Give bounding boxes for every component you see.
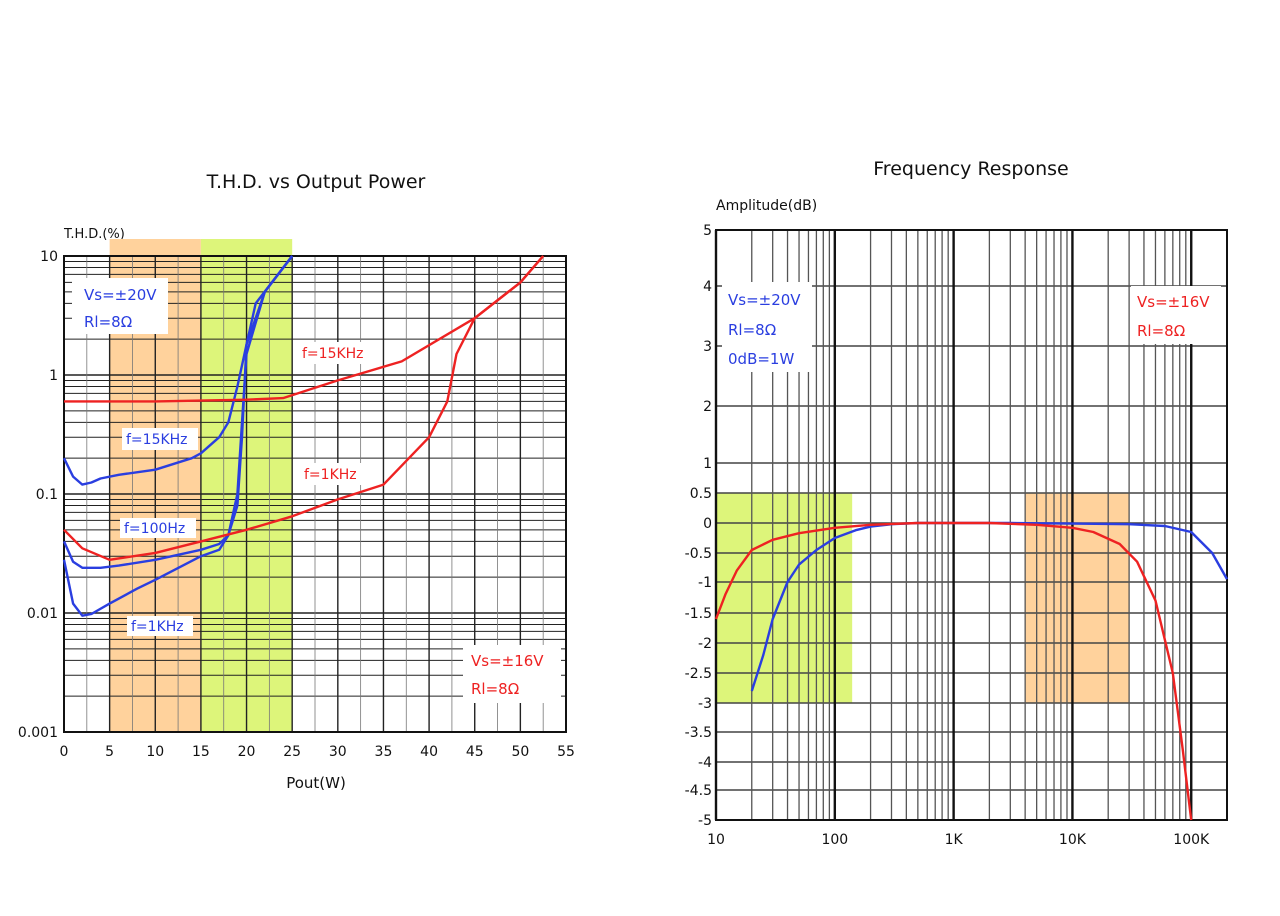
label-bg <box>298 342 372 364</box>
fr-x-tick-label: 1K <box>945 832 964 848</box>
thd-x-tick-label: 10 <box>146 744 164 760</box>
curve-label-1khz-blue: f=1KHz <box>131 619 184 635</box>
thd-x-tick-label: 35 <box>375 744 393 760</box>
fr-legend-rl-red: Rl=8Ω <box>1137 322 1185 340</box>
fr-y-tick-label: 0.5 <box>690 486 712 502</box>
fr-y-tick-label: 3 <box>703 339 712 355</box>
fr-legend-box-20v <box>722 282 812 372</box>
thd-x-tick-label: 0 <box>60 744 69 760</box>
curve-label-15khz-red: f=15KHz <box>302 346 364 362</box>
thd-x-tick-label: 40 <box>420 744 438 760</box>
thd-chart: T.H.D. vs Output Power T.H.D.(%) 0.001 0.… <box>18 171 575 792</box>
curve-label-15khz-blue: f=15KHz <box>126 432 188 448</box>
fr-y-tick-label: -2.5 <box>685 666 712 682</box>
thd-y-tick-label: 1 <box>49 368 58 384</box>
thd-x-tick-label: 50 <box>511 744 529 760</box>
frequency-response-chart: Frequency Response Amplitude(dB) 5 4 3 2 1 0.… <box>685 158 1229 848</box>
thd-legend-rl-blue: Rl=8Ω <box>84 313 132 331</box>
fr-legend-0db: 0dB=1W <box>728 350 794 368</box>
fr-y-tick-label: -4 <box>698 755 712 771</box>
thd-x-axis-label: Pout(W) <box>286 774 346 792</box>
label-bg <box>122 428 198 450</box>
curve-label-1khz-red: f=1KHz <box>304 467 357 483</box>
thd-legend-box-20v <box>72 278 168 334</box>
thd-y-tick-label: 0.01 <box>27 606 58 622</box>
label-bg <box>127 616 193 636</box>
thd-x-tick-label: 20 <box>238 744 256 760</box>
fr-y-tick-label: 4 <box>703 279 712 295</box>
fr-band-0 <box>716 493 853 703</box>
fr-legend-vs16: Vs=±16V <box>1137 293 1210 311</box>
fr-y-tick-label: 5 <box>703 223 712 239</box>
label-bg <box>300 463 364 485</box>
fr-y-tick-label: -1.5 <box>685 606 712 622</box>
curve-label-100hz-blue: f=100Hz <box>124 521 185 537</box>
fr-y-tick-label: -2 <box>698 636 712 652</box>
fr-x-tick-label: 10K <box>1059 832 1087 848</box>
thd-x-tick-label: 5 <box>105 744 114 760</box>
thd-series-line-4 <box>63 255 545 561</box>
fr-series-line-1 <box>714 521 1193 821</box>
fr-chart-title: Frequency Response <box>873 158 1068 180</box>
fr-y-tick-label: -3 <box>698 696 712 712</box>
fr-x-tick-label: 10 <box>707 832 725 848</box>
fr-legend-rl-blue: Rl=8Ω <box>728 321 776 339</box>
thd-x-tick-label: 45 <box>466 744 484 760</box>
thd-legend-vs16: Vs=±16V <box>471 652 544 670</box>
fr-y-tick-label: -0.5 <box>685 546 712 562</box>
fr-x-tick-label: 100K <box>1173 832 1210 848</box>
fr-y-tick-label: -5 <box>698 813 712 829</box>
thd-x-tick-label: 55 <box>557 744 575 760</box>
fr-y-axis-label: Amplitude(dB) <box>716 198 817 214</box>
thd-y-tick-label: 0.001 <box>18 725 58 741</box>
label-bg <box>120 518 196 538</box>
thd-legend-box-16v <box>463 645 561 703</box>
fr-x-tick-label: 100 <box>821 832 848 848</box>
fr-legend-vs20: Vs=±20V <box>728 291 801 309</box>
fr-plot-frame <box>715 229 1228 821</box>
thd-legend-rl-red: Rl=8Ω <box>471 680 519 698</box>
fr-y-tick-label: -4.5 <box>685 783 712 799</box>
fr-y-tick-label: 0 <box>703 516 712 532</box>
thd-plot-frame <box>63 255 567 733</box>
fr-y-tick-label: 1 <box>703 456 712 472</box>
thd-x-tick-label: 15 <box>192 744 210 760</box>
thd-x-tick-label: 25 <box>283 744 301 760</box>
thd-x-tick-label: 30 <box>329 744 347 760</box>
fr-legend-box-16v <box>1131 286 1221 344</box>
thd-y-axis-label: T.H.D.(%) <box>63 227 125 242</box>
thd-series-line-2 <box>62 255 294 617</box>
thd-chart-title: T.H.D. vs Output Power <box>206 171 426 193</box>
fr-y-tick-label: -1 <box>698 575 712 591</box>
fr-y-tick-label: -3.5 <box>685 725 712 741</box>
fr-y-tick-label: 2 <box>703 399 712 415</box>
thd-legend-vs20: Vs=±20V <box>84 286 157 304</box>
thd-series-line-0 <box>62 255 294 486</box>
thd-y-tick-label: 0.1 <box>36 487 58 503</box>
thd-y-tick-label: 10 <box>40 249 58 265</box>
